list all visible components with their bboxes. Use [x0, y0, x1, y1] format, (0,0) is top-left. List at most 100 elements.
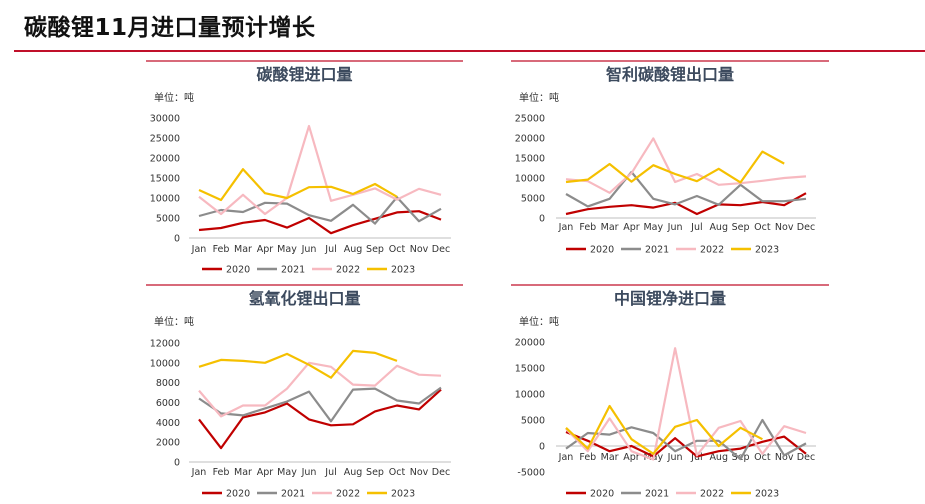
y-tick-label: 6000 [156, 398, 180, 409]
legend-label-2023: 2023 [755, 245, 779, 256]
x-tick-label: Dec [797, 452, 815, 463]
legend-label-2020: 2020 [226, 489, 250, 500]
legend-label-2020: 2020 [590, 245, 614, 256]
legend-label-2022: 2022 [700, 245, 724, 256]
x-tick-label: May [277, 467, 297, 478]
x-tick-label: Nov [410, 467, 429, 478]
legend-label-2023: 2023 [391, 265, 415, 276]
y-tick-label: 0 [174, 458, 180, 469]
x-tick-label: Jul [690, 452, 702, 463]
series-line-2021 [565, 170, 807, 208]
unit-label: 单位：吨 [519, 315, 559, 328]
series-line-2020 [198, 388, 442, 450]
y-tick-label: 25000 [150, 134, 180, 145]
page-title: 碳酸锂11月进口量预计增长 [24, 15, 316, 41]
unit-label: 单位：吨 [519, 91, 559, 104]
x-tick-label: Apr [623, 452, 640, 463]
legend-label-2021: 2021 [281, 489, 305, 500]
legend-label-2022: 2022 [336, 489, 360, 500]
legend-label-2022: 2022 [700, 489, 724, 500]
series-line-2023 [565, 404, 763, 455]
y-tick-label: 0 [539, 442, 545, 453]
series-line-2020 [198, 210, 442, 235]
x-tick-label: Aug [709, 452, 728, 463]
x-tick-label: Jan [558, 452, 574, 463]
x-tick-label: Aug [709, 222, 728, 233]
y-tick-label: 20000 [150, 154, 180, 165]
y-tick-label: 15000 [515, 364, 545, 375]
x-tick-label: Nov [775, 452, 794, 463]
x-tick-label: Dec [432, 467, 450, 478]
x-tick-label: Jan [558, 222, 574, 233]
series-line-2020 [565, 192, 807, 216]
series-line-2021 [198, 196, 442, 225]
x-tick-label: Apr [257, 244, 274, 255]
y-tick-label: 15000 [150, 174, 180, 185]
x-tick-label: Feb [579, 222, 596, 233]
series-line-2021 [198, 386, 442, 423]
x-tick-label: Feb [579, 452, 596, 463]
y-tick-label: 4000 [156, 418, 180, 429]
y-tick-label: 20000 [515, 338, 545, 349]
series-line-2023 [198, 349, 398, 379]
legend-label-2021: 2021 [645, 245, 669, 256]
series-line-2023 [565, 150, 785, 184]
x-tick-label: Feb [213, 467, 230, 478]
x-tick-label: Sep [732, 222, 750, 233]
y-tick-label: 10000 [515, 174, 545, 185]
y-tick-label: 0 [174, 234, 180, 245]
x-tick-label: Oct [754, 452, 771, 463]
series-line-2022 [565, 137, 807, 194]
x-tick-label: Jul [324, 467, 336, 478]
legend-label-2021: 2021 [281, 265, 305, 276]
x-tick-label: May [643, 222, 663, 233]
y-tick-label: 8000 [156, 378, 180, 389]
y-tick-label: 0 [539, 214, 545, 225]
y-tick-label: 15000 [515, 154, 545, 165]
x-tick-label: Jan [191, 244, 207, 255]
x-tick-label: Mar [601, 222, 619, 233]
x-tick-label: Mar [234, 467, 252, 478]
x-tick-label: Jul [690, 222, 702, 233]
legend-label-2021: 2021 [645, 489, 669, 500]
x-tick-label: Sep [366, 244, 384, 255]
y-tick-label: 2000 [156, 438, 180, 449]
series-line-2023 [198, 168, 398, 202]
unit-label: 单位：吨 [154, 91, 194, 104]
x-tick-label: Jun [667, 452, 683, 463]
series-line-2022 [198, 124, 442, 216]
x-tick-label: Aug [344, 467, 363, 478]
series-line-2020 [565, 430, 807, 458]
x-tick-label: Nov [775, 222, 794, 233]
legend-label-2022: 2022 [336, 265, 360, 276]
legend-label-2020: 2020 [226, 265, 250, 276]
x-tick-label: Oct [389, 467, 406, 478]
x-tick-label: Jun [667, 222, 683, 233]
x-tick-label: Mar [234, 244, 252, 255]
x-tick-label: Dec [432, 244, 450, 255]
y-tick-label: 10000 [150, 194, 180, 205]
x-tick-label: Jan [191, 467, 207, 478]
y-tick-label: 30000 [150, 114, 180, 125]
y-tick-label: 20000 [515, 134, 545, 145]
y-tick-label: 10000 [150, 358, 180, 369]
x-tick-label: May [277, 244, 297, 255]
panel-title: 智利碳酸锂出口量 [606, 65, 734, 84]
panel-title: 碳酸锂进口量 [256, 65, 352, 84]
x-tick-label: Jun [301, 244, 317, 255]
x-tick-label: Mar [601, 452, 619, 463]
x-tick-label: Dec [797, 222, 815, 233]
panel-title: 中国锂净进口量 [614, 289, 726, 308]
y-tick-label: 5000 [521, 416, 545, 427]
x-tick-label: Nov [410, 244, 429, 255]
x-tick-label: Sep [366, 467, 384, 478]
series-line-2022 [198, 361, 442, 418]
x-tick-label: Apr [257, 467, 274, 478]
x-tick-label: Feb [213, 244, 230, 255]
series-line-2022 [565, 347, 807, 461]
x-tick-label: Jun [301, 467, 317, 478]
x-tick-label: Jul [324, 244, 336, 255]
y-tick-label: 5000 [521, 194, 545, 205]
series-line-2021 [565, 418, 807, 461]
